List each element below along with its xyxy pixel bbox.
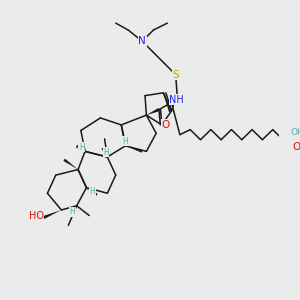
Text: N: N [138, 36, 146, 46]
Text: S: S [172, 70, 179, 80]
Text: H: H [123, 136, 128, 146]
Polygon shape [63, 159, 78, 170]
Text: O: O [292, 142, 300, 152]
Polygon shape [125, 146, 143, 153]
Text: H: H [103, 148, 109, 157]
Text: O: O [161, 120, 170, 130]
Text: NH: NH [169, 95, 184, 105]
Text: HO: HO [29, 212, 44, 221]
Text: H: H [79, 143, 85, 152]
Text: H: H [90, 187, 95, 196]
Polygon shape [146, 108, 160, 115]
Polygon shape [41, 210, 61, 220]
Text: OH: OH [290, 128, 300, 137]
Text: H: H [70, 207, 75, 216]
